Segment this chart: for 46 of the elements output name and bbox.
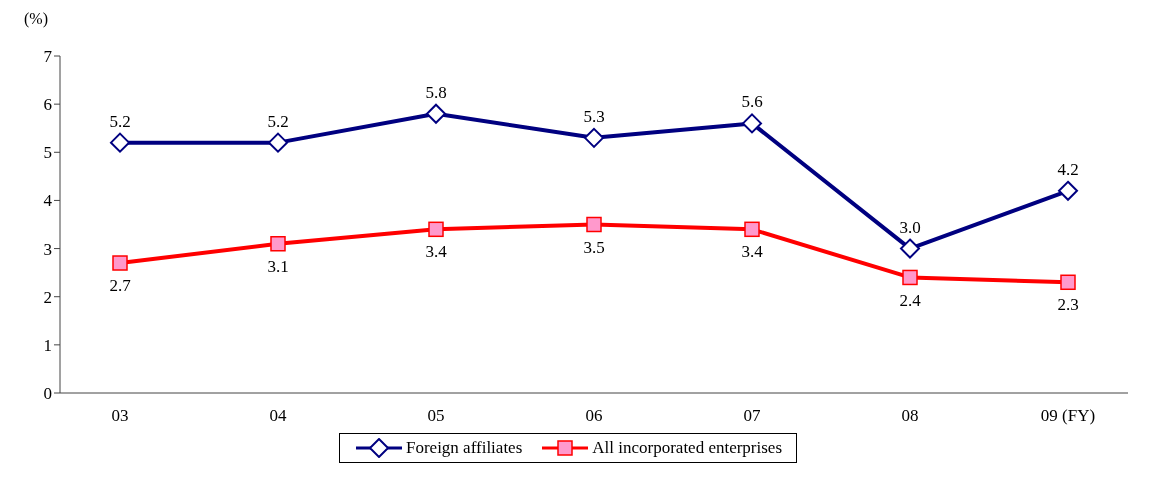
y-tick-label: 3 [43,239,52,259]
point [586,216,602,233]
point [112,255,128,271]
data-label: 5.2 [267,111,289,131]
point [902,269,918,286]
data-label: 3.1 [267,256,289,276]
data-label: 5.6 [741,92,763,112]
x-tick-label: 08 [901,406,919,426]
data-label: 3.4 [741,242,764,262]
data-label: 3.4 [425,242,448,262]
data-label: 5.2 [109,111,131,131]
y-tick-label: 7 [43,47,53,67]
data-label: 5.3 [583,106,605,126]
data-label: 2.7 [109,276,132,296]
point [428,221,444,238]
x-tick-label: 09 (FY) [1040,406,1096,426]
legend-label: Foreign affiliates [405,438,523,458]
point [1058,180,1078,201]
point [268,132,288,153]
y-axis-title: (%) [24,10,48,28]
data-label: 4.2 [1057,159,1079,179]
x-tick-label: 03 [111,406,129,426]
point [110,132,130,153]
point [1060,274,1076,291]
y-tick-label: 2 [43,287,52,307]
y-tick-label: 0 [43,384,52,404]
x-tick-label: 07 [743,406,761,426]
x-tick-label: 05 [427,406,445,426]
point [584,127,604,148]
data-label: 3.0 [899,217,921,237]
data-label: 2.4 [899,290,922,310]
y-tick-label: 1 [43,335,52,355]
y-tick-label: 4 [43,191,53,211]
point [270,236,286,252]
legend-label: All incorporated enterprises [592,438,783,458]
point [742,113,762,134]
y-tick-label: 5 [43,143,52,163]
point [744,221,760,238]
data-label: 3.5 [583,237,605,257]
point [426,103,446,124]
x-tick-label: 06 [585,406,603,426]
y-tick-label: 6 [43,95,52,115]
data-label: 5.8 [425,82,447,102]
data-label: 2.3 [1057,295,1079,315]
x-tick-label: 04 [269,406,287,426]
point [900,238,920,259]
